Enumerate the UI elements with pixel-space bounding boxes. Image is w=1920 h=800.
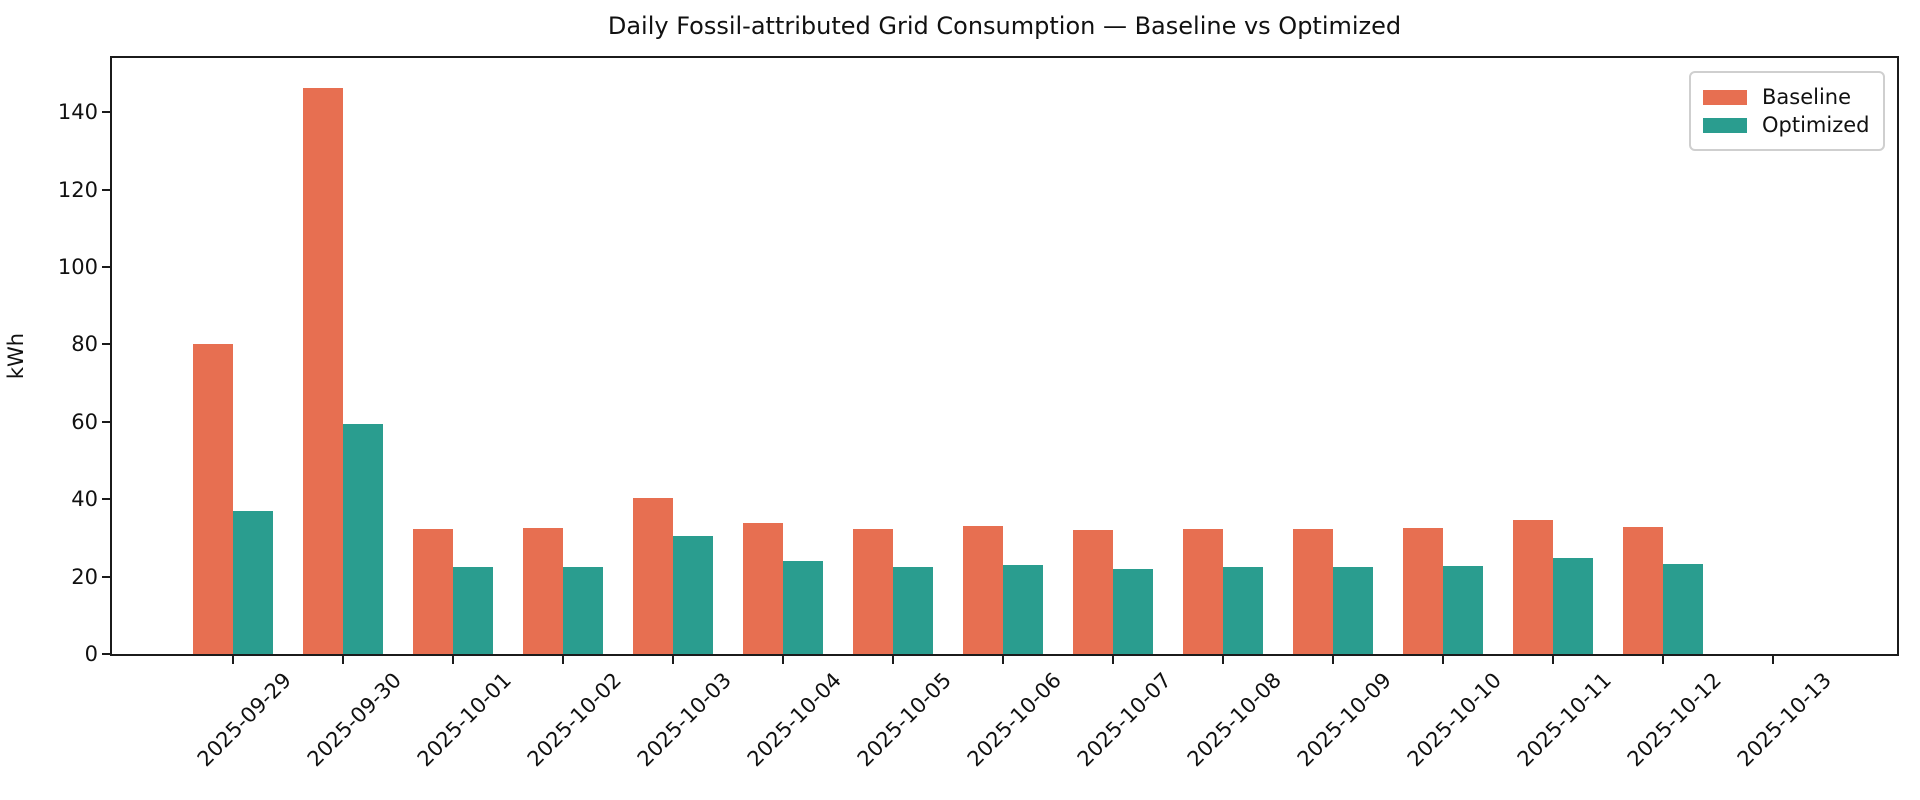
x-tick: [1552, 656, 1554, 664]
x-tick-label: 2025-09-29: [192, 668, 296, 772]
x-tick: [892, 656, 894, 664]
bar-baseline-2025-10-09: [1293, 529, 1333, 654]
x-tick: [342, 656, 344, 664]
bar-optimized-2025-10-06: [1003, 565, 1043, 654]
bar-optimized-2025-10-01: [453, 567, 493, 654]
bar-optimized-2025-10-11: [1553, 558, 1593, 654]
x-tick-label: 2025-09-30: [302, 668, 406, 772]
bar-optimized-2025-09-29: [233, 511, 273, 654]
x-tick-label: 2025-10-08: [1182, 668, 1286, 772]
y-tick-label: 60: [71, 409, 98, 434]
legend-label-baseline: Baseline: [1762, 85, 1852, 109]
bar-baseline-2025-10-08: [1183, 529, 1223, 654]
x-tick: [1222, 656, 1224, 664]
y-tick: [102, 111, 110, 114]
x-tick: [1332, 656, 1334, 664]
bar-baseline-2025-09-30: [303, 88, 343, 654]
chart-title: Daily Fossil-attributed Grid Consumption…: [607, 12, 1402, 40]
x-tick: [672, 656, 674, 664]
y-tick: [102, 575, 110, 578]
y-axis-label-text: kWh: [4, 332, 28, 380]
x-tick-label: 2025-10-03: [632, 668, 736, 772]
x-tick-label: 2025-10-07: [1072, 668, 1176, 772]
x-tick: [1442, 656, 1444, 664]
x-tick-label: 2025-10-06: [962, 668, 1066, 772]
legend-item-optimized: Optimized: [1703, 112, 1871, 138]
x-tick: [1002, 656, 1004, 664]
bar-baseline-2025-10-11: [1513, 520, 1553, 654]
y-tick: [102, 420, 110, 423]
legend-swatch-baseline: [1703, 89, 1747, 105]
y-tick: [102, 188, 110, 191]
y-tick: [102, 653, 110, 655]
y-tick-label: 100: [57, 254, 98, 279]
x-tick-label: 2025-10-09: [1292, 668, 1396, 772]
bar-optimized-2025-10-12: [1663, 564, 1703, 654]
bar-baseline-2025-10-05: [853, 529, 893, 654]
y-tick-label: 120: [57, 177, 98, 202]
y-tick-label: 0: [84, 642, 98, 666]
x-tick: [562, 656, 564, 664]
x-tick: [452, 656, 454, 664]
x-tick: [1112, 656, 1114, 664]
y-tick: [102, 265, 110, 268]
legend-label-optimized: Optimized: [1762, 113, 1870, 137]
bar-baseline-2025-10-02: [523, 528, 563, 654]
bar-optimized-2025-10-09: [1333, 567, 1373, 654]
x-tick-label: 2025-10-10: [1402, 668, 1506, 772]
bar-optimized-2025-10-05: [893, 567, 933, 654]
bar-baseline-2025-10-07: [1073, 530, 1113, 654]
bar-baseline-2025-10-06: [963, 526, 1003, 654]
x-tick-label: 2025-10-11: [1512, 668, 1616, 772]
x-tick-label: 2025-10-13: [1732, 668, 1836, 772]
x-tick-label: 2025-10-12: [1622, 668, 1726, 772]
x-tick-label: 2025-10-05: [852, 668, 956, 772]
bar-baseline-2025-10-04: [743, 523, 783, 654]
y-tick-label: 40: [71, 487, 98, 512]
bar-baseline-2025-10-01: [413, 529, 453, 654]
bar-optimized-2025-10-04: [783, 561, 823, 654]
bar-baseline-2025-10-03: [633, 498, 673, 654]
bar-baseline-2025-09-29: [193, 344, 233, 654]
bar-optimized-2025-10-07: [1113, 569, 1153, 654]
bar-baseline-2025-10-10: [1403, 528, 1443, 654]
y-tick: [102, 343, 110, 346]
x-tick-label: 2025-10-01: [412, 668, 516, 772]
y-tick-label: 140: [57, 100, 98, 125]
plot-area: Baseline Optimized: [110, 56, 1899, 656]
x-tick-label: 2025-10-04: [742, 668, 846, 772]
y-tick-label: 20: [71, 564, 98, 589]
bar-optimized-2025-10-02: [563, 567, 603, 654]
bar-baseline-2025-10-12: [1623, 527, 1663, 654]
bar-optimized-2025-09-30: [343, 424, 383, 654]
x-tick: [232, 656, 234, 664]
x-tick-label: 2025-10-02: [522, 668, 626, 772]
x-tick: [1772, 656, 1774, 664]
bar-optimized-2025-10-08: [1223, 567, 1263, 654]
y-tick-label: 80: [71, 332, 98, 357]
legend-swatch-optimized: [1703, 117, 1747, 133]
x-tick: [1662, 656, 1664, 664]
y-tick: [102, 498, 110, 501]
x-tick: [782, 656, 784, 664]
bar-optimized-2025-10-03: [673, 536, 713, 654]
legend: Baseline Optimized: [1689, 71, 1885, 151]
legend-item-baseline: Baseline: [1703, 84, 1871, 110]
bar-optimized-2025-10-10: [1443, 566, 1483, 654]
